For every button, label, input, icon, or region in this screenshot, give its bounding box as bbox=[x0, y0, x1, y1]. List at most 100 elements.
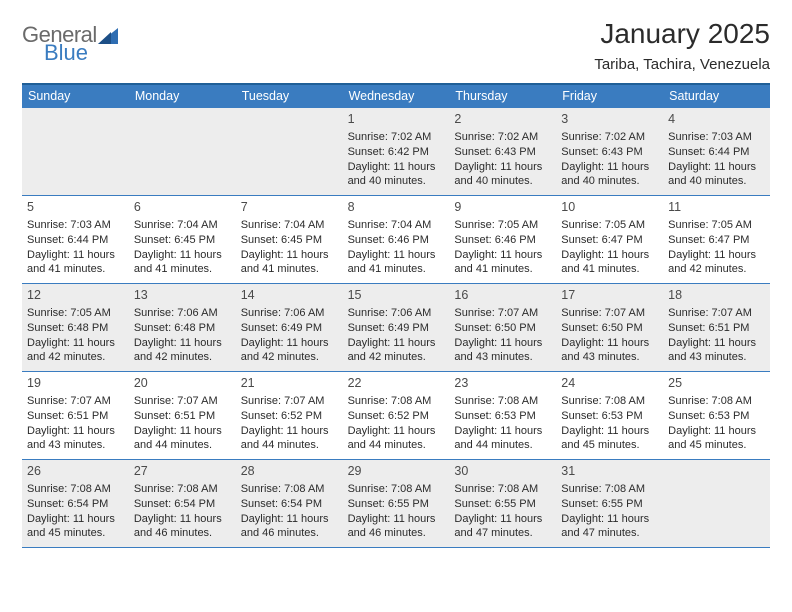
sunset-text: Sunset: 6:51 PM bbox=[668, 321, 765, 336]
sunset-text: Sunset: 6:54 PM bbox=[134, 497, 231, 512]
day-number: 19 bbox=[27, 375, 124, 392]
sunrise-text: Sunrise: 7:06 AM bbox=[241, 306, 338, 321]
daylight-text: Daylight: 11 hours and 46 minutes. bbox=[134, 512, 231, 542]
day-number: 29 bbox=[348, 463, 445, 480]
day-number: 10 bbox=[561, 199, 658, 216]
daylight-text: Daylight: 11 hours and 44 minutes. bbox=[454, 424, 551, 454]
sunset-text: Sunset: 6:52 PM bbox=[348, 409, 445, 424]
day-number: 30 bbox=[454, 463, 551, 480]
sunrise-text: Sunrise: 7:07 AM bbox=[27, 394, 124, 409]
daylight-text: Daylight: 11 hours and 46 minutes. bbox=[241, 512, 338, 542]
day-number: 16 bbox=[454, 287, 551, 304]
sunset-text: Sunset: 6:47 PM bbox=[561, 233, 658, 248]
daylight-text: Daylight: 11 hours and 41 minutes. bbox=[454, 248, 551, 278]
calendar-cell: 19Sunrise: 7:07 AMSunset: 6:51 PMDayligh… bbox=[22, 372, 129, 460]
sunrise-text: Sunrise: 7:08 AM bbox=[561, 482, 658, 497]
sunrise-text: Sunrise: 7:05 AM bbox=[561, 218, 658, 233]
sunrise-text: Sunrise: 7:08 AM bbox=[134, 482, 231, 497]
sunset-text: Sunset: 6:52 PM bbox=[241, 409, 338, 424]
calendar-body: 1Sunrise: 7:02 AMSunset: 6:42 PMDaylight… bbox=[22, 108, 770, 548]
day-number: 27 bbox=[134, 463, 231, 480]
sunset-text: Sunset: 6:51 PM bbox=[27, 409, 124, 424]
sunset-text: Sunset: 6:51 PM bbox=[134, 409, 231, 424]
calendar-cell: 15Sunrise: 7:06 AMSunset: 6:49 PMDayligh… bbox=[343, 284, 450, 372]
sunrise-text: Sunrise: 7:06 AM bbox=[134, 306, 231, 321]
daylight-text: Daylight: 11 hours and 41 minutes. bbox=[134, 248, 231, 278]
daylight-text: Daylight: 11 hours and 40 minutes. bbox=[561, 160, 658, 190]
weekday-header: Tuesday bbox=[236, 85, 343, 108]
daylight-text: Daylight: 11 hours and 42 minutes. bbox=[27, 336, 124, 366]
sunrise-text: Sunrise: 7:02 AM bbox=[454, 130, 551, 145]
sunset-text: Sunset: 6:43 PM bbox=[454, 145, 551, 160]
calendar-cell: 13Sunrise: 7:06 AMSunset: 6:48 PMDayligh… bbox=[129, 284, 236, 372]
sunrise-text: Sunrise: 7:06 AM bbox=[348, 306, 445, 321]
title-block: January 2025 Tariba, Tachira, Venezuela bbox=[594, 18, 770, 73]
calendar-cell: 12Sunrise: 7:05 AMSunset: 6:48 PMDayligh… bbox=[22, 284, 129, 372]
sunset-text: Sunset: 6:48 PM bbox=[134, 321, 231, 336]
day-number: 5 bbox=[27, 199, 124, 216]
day-number: 20 bbox=[134, 375, 231, 392]
day-number: 4 bbox=[668, 111, 765, 128]
calendar-cell: 5Sunrise: 7:03 AMSunset: 6:44 PMDaylight… bbox=[22, 196, 129, 284]
month-title: January 2025 bbox=[594, 18, 770, 50]
sunrise-text: Sunrise: 7:08 AM bbox=[27, 482, 124, 497]
calendar-cell: 28Sunrise: 7:08 AMSunset: 6:54 PMDayligh… bbox=[236, 460, 343, 548]
daylight-text: Daylight: 11 hours and 43 minutes. bbox=[561, 336, 658, 366]
weekday-header: Thursday bbox=[449, 85, 556, 108]
sunset-text: Sunset: 6:50 PM bbox=[454, 321, 551, 336]
sunset-text: Sunset: 6:50 PM bbox=[561, 321, 658, 336]
day-number: 6 bbox=[134, 199, 231, 216]
day-number: 26 bbox=[27, 463, 124, 480]
calendar-cell: 24Sunrise: 7:08 AMSunset: 6:53 PMDayligh… bbox=[556, 372, 663, 460]
calendar-cell: 8Sunrise: 7:04 AMSunset: 6:46 PMDaylight… bbox=[343, 196, 450, 284]
weekday-header: Saturday bbox=[663, 85, 770, 108]
sunset-text: Sunset: 6:49 PM bbox=[241, 321, 338, 336]
calendar-cell: 6Sunrise: 7:04 AMSunset: 6:45 PMDaylight… bbox=[129, 196, 236, 284]
daylight-text: Daylight: 11 hours and 42 minutes. bbox=[348, 336, 445, 366]
day-number: 3 bbox=[561, 111, 658, 128]
calendar-cell: 16Sunrise: 7:07 AMSunset: 6:50 PMDayligh… bbox=[449, 284, 556, 372]
sunrise-text: Sunrise: 7:08 AM bbox=[454, 394, 551, 409]
sunset-text: Sunset: 6:48 PM bbox=[27, 321, 124, 336]
calendar-cell: 26Sunrise: 7:08 AMSunset: 6:54 PMDayligh… bbox=[22, 460, 129, 548]
day-number: 8 bbox=[348, 199, 445, 216]
brand-text: General Blue bbox=[22, 24, 120, 64]
sunrise-text: Sunrise: 7:05 AM bbox=[668, 218, 765, 233]
daylight-text: Daylight: 11 hours and 40 minutes. bbox=[348, 160, 445, 190]
calendar-cell bbox=[236, 108, 343, 196]
calendar-cell: 14Sunrise: 7:06 AMSunset: 6:49 PMDayligh… bbox=[236, 284, 343, 372]
sunrise-text: Sunrise: 7:08 AM bbox=[348, 394, 445, 409]
day-number: 31 bbox=[561, 463, 658, 480]
daylight-text: Daylight: 11 hours and 40 minutes. bbox=[454, 160, 551, 190]
sunrise-text: Sunrise: 7:04 AM bbox=[134, 218, 231, 233]
daylight-text: Daylight: 11 hours and 46 minutes. bbox=[348, 512, 445, 542]
daylight-text: Daylight: 11 hours and 45 minutes. bbox=[561, 424, 658, 454]
day-number: 25 bbox=[668, 375, 765, 392]
sunset-text: Sunset: 6:44 PM bbox=[27, 233, 124, 248]
sunrise-text: Sunrise: 7:08 AM bbox=[241, 482, 338, 497]
daylight-text: Daylight: 11 hours and 42 minutes. bbox=[241, 336, 338, 366]
daylight-text: Daylight: 11 hours and 42 minutes. bbox=[668, 248, 765, 278]
calendar-cell: 21Sunrise: 7:07 AMSunset: 6:52 PMDayligh… bbox=[236, 372, 343, 460]
day-number: 17 bbox=[561, 287, 658, 304]
calendar-cell: 18Sunrise: 7:07 AMSunset: 6:51 PMDayligh… bbox=[663, 284, 770, 372]
calendar-cell: 22Sunrise: 7:08 AMSunset: 6:52 PMDayligh… bbox=[343, 372, 450, 460]
weekday-header-row: Sunday Monday Tuesday Wednesday Thursday… bbox=[22, 83, 770, 108]
sunrise-text: Sunrise: 7:07 AM bbox=[561, 306, 658, 321]
sunset-text: Sunset: 6:46 PM bbox=[454, 233, 551, 248]
sunset-text: Sunset: 6:49 PM bbox=[348, 321, 445, 336]
sunrise-text: Sunrise: 7:05 AM bbox=[27, 306, 124, 321]
weekday-header: Friday bbox=[556, 85, 663, 108]
day-number: 2 bbox=[454, 111, 551, 128]
day-number: 28 bbox=[241, 463, 338, 480]
sunset-text: Sunset: 6:45 PM bbox=[241, 233, 338, 248]
brand-logo: General Blue bbox=[22, 24, 120, 64]
day-number: 1 bbox=[348, 111, 445, 128]
weekday-header: Sunday bbox=[22, 85, 129, 108]
location-subtitle: Tariba, Tachira, Venezuela bbox=[594, 56, 770, 73]
daylight-text: Daylight: 11 hours and 45 minutes. bbox=[668, 424, 765, 454]
sunset-text: Sunset: 6:44 PM bbox=[668, 145, 765, 160]
weekday-header: Monday bbox=[129, 85, 236, 108]
calendar-cell: 31Sunrise: 7:08 AMSunset: 6:55 PMDayligh… bbox=[556, 460, 663, 548]
sunrise-text: Sunrise: 7:05 AM bbox=[454, 218, 551, 233]
